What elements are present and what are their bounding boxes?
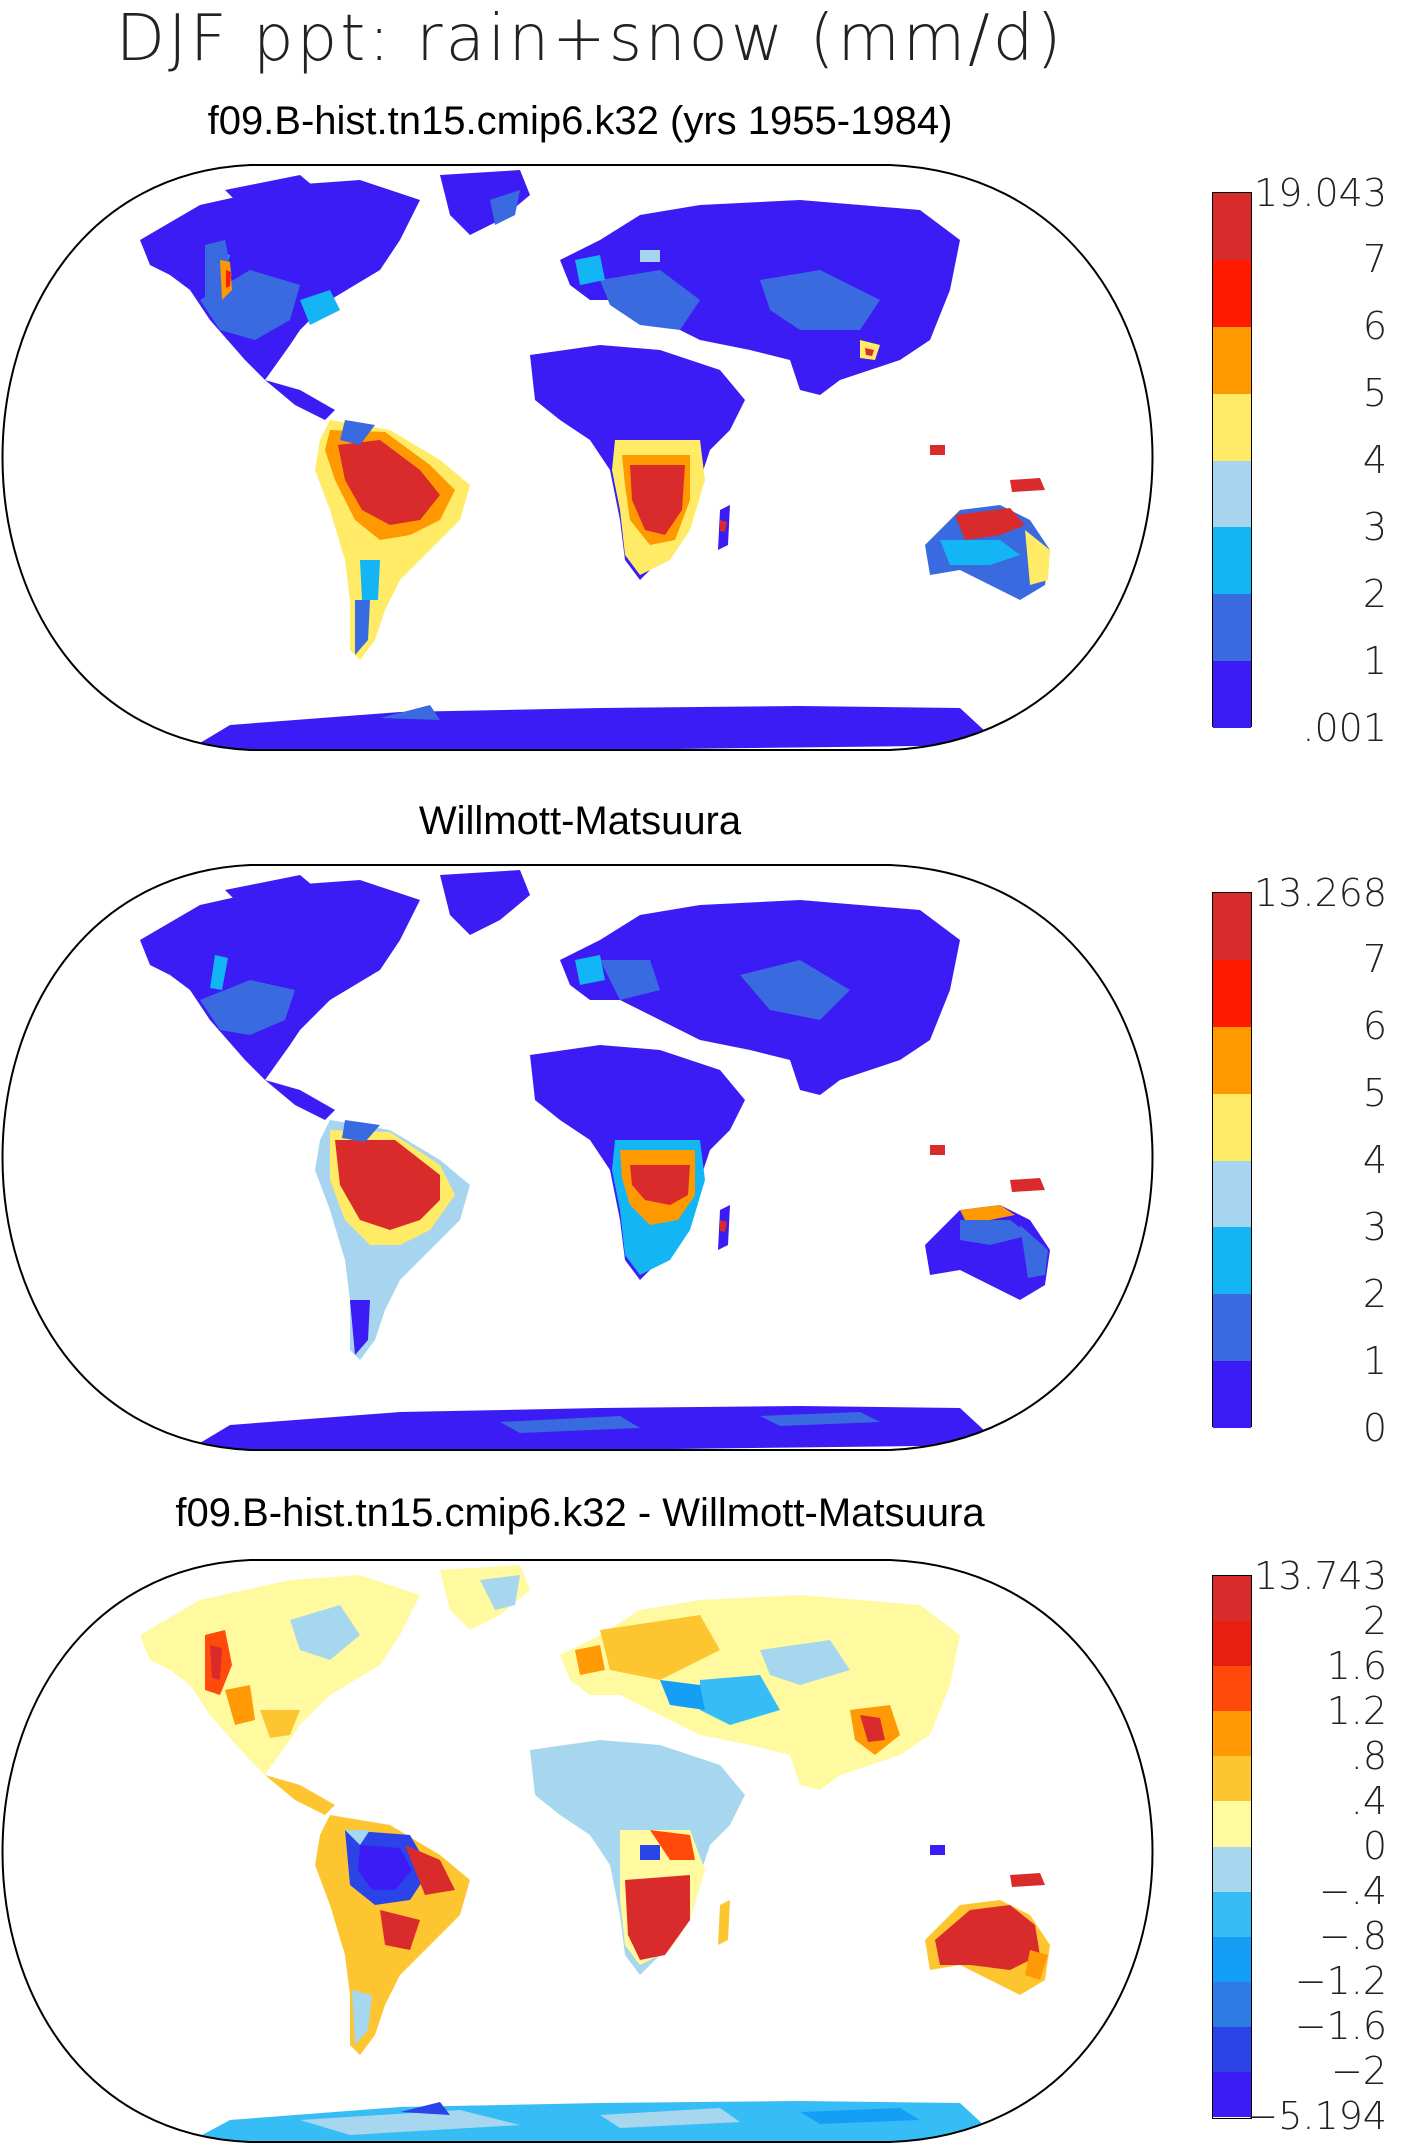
colorbar-label: .4	[1350, 1779, 1387, 1823]
colorbar-label: 7	[1362, 237, 1387, 281]
precip-map-difference	[1, 1559, 1154, 2143]
colorbar-label: 3	[1362, 505, 1387, 549]
greenland	[440, 170, 530, 235]
colorbar-model: 19.043 7 6 5 4 3 2 1 .001	[1212, 174, 1411, 752]
panel-observed: Willmott-Matsuura	[0, 700, 1411, 1460]
colorbar-label: 6	[1362, 1004, 1387, 1048]
antarctica	[180, 706, 1000, 750]
colorbar-label: 5	[1362, 1071, 1387, 1115]
colorbar-label: 2	[1362, 572, 1387, 616]
map-border	[1, 164, 1154, 751]
colorbar-label: 1	[1362, 1339, 1387, 1383]
colorbar-label: 3	[1362, 1205, 1387, 1249]
panel-title: f09.B-hist.tn15.cmip6.k32 (yrs 1955-1984…	[207, 99, 953, 143]
colorbar-label: 0	[1362, 1824, 1387, 1868]
colorbar-label: 6	[1362, 304, 1387, 348]
colorbar-label: −1.2	[1294, 1959, 1387, 2003]
colorbar-box	[1212, 892, 1252, 1429]
panel-difference: f09.B-hist.tn15.cmip6.k32 - Willmott-Mat…	[0, 1390, 1411, 2147]
panel-title: Willmott-Matsuura	[418, 799, 742, 843]
colorbar-label: 13.268	[1254, 871, 1387, 915]
colorbar-label: −2	[1330, 2049, 1387, 2093]
colorbar-label: 5	[1362, 371, 1387, 415]
colorbar-box	[1212, 192, 1252, 729]
precip-map-model	[1, 164, 1154, 751]
colorbar-difference: 13.743 2 1.6 1.2 .8 .4 0 −.4 −.8 −1.2 −1…	[1212, 1557, 1411, 2145]
colorbar-label: .8	[1350, 1734, 1387, 1778]
colorbar-label: 2	[1362, 1599, 1387, 1643]
colorbar-label: 1.2	[1326, 1689, 1387, 1733]
figure-title: DJF ppt: rain+snow (mm/d)	[115, 2, 1065, 76]
colorbar-label: .001	[1302, 706, 1387, 750]
colorbar-label: 1.6	[1326, 1644, 1387, 1688]
colorbar-label: −1.6	[1294, 2004, 1387, 2048]
colorbar-label: 1	[1362, 639, 1387, 683]
colorbar-label: 2	[1362, 1272, 1387, 1316]
colorbar-label: 19.043	[1254, 171, 1387, 215]
colorbar-label: 4	[1362, 438, 1387, 482]
colorbar-label: −.8	[1318, 1914, 1387, 1958]
colorbar-label: −5.194	[1246, 2094, 1387, 2138]
panel-model: f09.B-hist.tn15.cmip6.k32 (yrs 1955-1984…	[0, 0, 1411, 760]
colorbar-label: 0	[1362, 1406, 1387, 1450]
colorbar-label: 13.743	[1254, 1554, 1387, 1598]
colorbar-box	[1212, 1575, 1252, 2119]
colorbar-observed: 13.268 7 6 5 4 3 2 1 0	[1212, 874, 1411, 1452]
panel-title: f09.B-hist.tn15.cmip6.k32 - Willmott-Mat…	[175, 1491, 985, 1535]
precip-map-observed	[1, 864, 1154, 1451]
colorbar-label: 4	[1362, 1138, 1387, 1182]
colorbar-label: 7	[1362, 937, 1387, 981]
colorbar-label: −.4	[1318, 1869, 1387, 1913]
